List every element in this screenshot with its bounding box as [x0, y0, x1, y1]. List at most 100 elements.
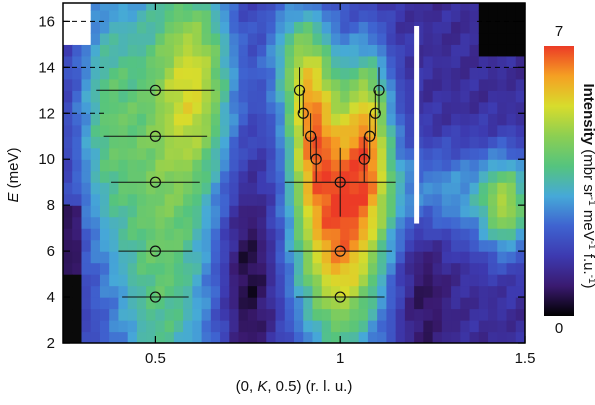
heatmap-cell: [210, 90, 221, 103]
heatmap-cell: [99, 331, 110, 343]
heatmap-cell: [118, 101, 129, 114]
heatmap-cell: [266, 3, 277, 11]
heatmap-cell: [146, 216, 156, 229]
heatmap-cell: [377, 193, 387, 206]
heatmap-cell: [81, 228, 92, 241]
heatmap-cell: [238, 90, 249, 103]
heatmap-cell: [404, 136, 415, 149]
heatmap-cell: [72, 182, 83, 195]
heatmap-cell: [451, 136, 461, 149]
heatmap-cell: [460, 228, 471, 241]
heatmap-cell: [441, 124, 452, 137]
heatmap-cell: [90, 308, 101, 321]
heatmap-cell: [497, 205, 508, 218]
data-point: [369, 90, 381, 137]
heatmap-cell: [275, 170, 286, 183]
heatmap-cell: [238, 262, 249, 275]
heatmap-cell: [109, 136, 120, 149]
heatmap-cell: [90, 55, 101, 68]
heatmap-cell: [312, 9, 323, 22]
data-point: [358, 136, 370, 183]
heatmap-cell: [99, 101, 110, 114]
heatmap-cell: [81, 55, 92, 68]
heatmap-cell: [367, 228, 378, 241]
heatmap-cell: [127, 90, 138, 103]
heatmap-cell: [63, 251, 73, 264]
heatmap-cell: [164, 55, 175, 68]
heatmap-cell: [497, 308, 508, 321]
heatmap-cell: [220, 170, 230, 183]
heatmap-cell: [330, 228, 341, 241]
heatmap-cell: [349, 331, 360, 343]
heatmap-cell: [404, 55, 415, 68]
heatmap-cell: [377, 205, 387, 218]
heatmap-cell: [99, 320, 110, 333]
heatmap-cell: [312, 320, 323, 333]
heatmap-cell: [303, 159, 314, 172]
data-point: [293, 67, 306, 114]
heatmap-cell: [229, 159, 240, 172]
heatmap-cell: [404, 274, 415, 287]
heatmap-cell: [312, 124, 323, 137]
heatmap-cell: [312, 182, 323, 195]
heatmap-cell: [109, 159, 120, 172]
heatmap-cell: [173, 147, 184, 160]
heatmap-cell: [63, 193, 73, 206]
heatmap-cell: [210, 101, 221, 114]
heatmap-cell: [247, 124, 258, 137]
heatmap-cell: [284, 193, 295, 206]
heatmap-cell: [136, 205, 147, 218]
heatmap-cell: [266, 124, 277, 137]
heatmap-cell: [192, 262, 203, 275]
heatmap-cell: [386, 67, 397, 80]
heatmap-cell: [497, 262, 508, 275]
heatmap-cell: [63, 124, 73, 137]
heatmap-cell: [340, 262, 351, 275]
heatmap-cell: [275, 3, 286, 11]
heatmap-cell: [367, 251, 378, 264]
data-point: [103, 130, 208, 142]
heatmap-cell: [303, 78, 314, 91]
heatmap-cell: [201, 320, 212, 333]
heatmap-cell: [303, 90, 314, 103]
heatmap-cell: [460, 159, 471, 172]
heatmap-cell: [72, 193, 83, 206]
heatmap-cell: [109, 205, 120, 218]
heatmap-cell: [192, 124, 203, 137]
heatmap-cell: [164, 285, 175, 298]
heatmap-cell: [173, 320, 184, 333]
colorbar-min-label: 0: [555, 320, 563, 337]
heatmap-cell: [109, 113, 120, 126]
heatmap-cell: [173, 262, 184, 275]
heatmap-cell: [330, 78, 341, 91]
heatmap-cell: [284, 285, 295, 298]
point-marker: [149, 130, 161, 142]
heatmap-cell: [432, 216, 443, 229]
heatmap-cell: [155, 113, 166, 126]
heatmap-cell: [238, 285, 249, 298]
heatmap-cell: [284, 9, 295, 22]
heatmap-cell: [441, 9, 452, 22]
heatmap-cell: [377, 308, 387, 321]
heatmap-cell: [478, 239, 489, 252]
heatmap-cell: [497, 170, 508, 183]
heatmap-cell: [81, 159, 92, 172]
heatmap-cell: [173, 228, 184, 241]
heatmap-cell: [136, 101, 147, 114]
heatmap-cell: [275, 262, 286, 275]
heatmap-cell: [478, 136, 489, 149]
heatmap-cell: [210, 159, 221, 172]
heatmap-cell: [367, 101, 378, 114]
heatmap-cell: [63, 228, 73, 241]
heatmap-cell: [441, 44, 452, 57]
heatmap-cell: [294, 101, 304, 114]
heatmap-cell: [515, 193, 525, 206]
heatmap-cell: [164, 262, 175, 275]
heatmap-cell: [90, 205, 101, 218]
heatmap-cell: [515, 67, 525, 80]
heatmap-cell: [340, 285, 351, 298]
data-point: [111, 176, 200, 188]
heatmap-cell: [90, 159, 101, 172]
heatmap-cell: [460, 170, 471, 183]
heatmap-cell: [229, 205, 240, 218]
